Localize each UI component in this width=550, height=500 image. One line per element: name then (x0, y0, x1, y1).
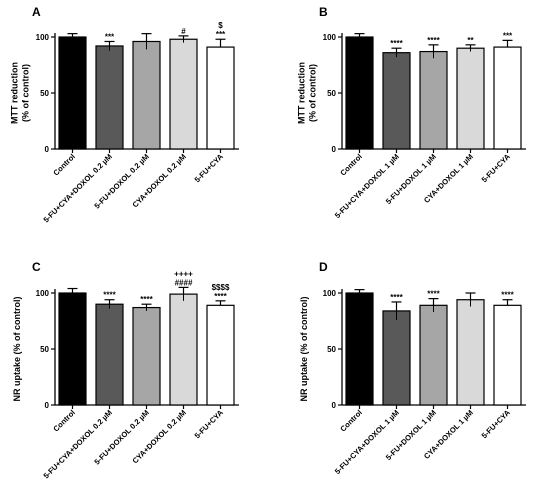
bar (169, 293, 198, 406)
y-tick-label: 50 (40, 345, 49, 354)
panel-label: A (32, 5, 41, 19)
significance-marker: # (181, 27, 186, 36)
bar (419, 304, 448, 406)
y-axis-label: NR uptake (% of control) (12, 296, 22, 401)
category-label: Control (338, 152, 363, 177)
category-label: 5-FU+CYA+DOXOL 1 µM (333, 408, 401, 476)
y-axis-label: (% of control) (308, 64, 318, 122)
significance-marker: $ (218, 21, 223, 30)
category-label: 5-FU+CYA+DOXOL 0.2 µM (41, 152, 113, 224)
category-label: 5-FU+CYA (193, 408, 226, 441)
category-label: Control (338, 408, 363, 433)
significance-marker: *** (105, 32, 115, 41)
significance-marker: **** (390, 293, 403, 302)
category-label: 5-FU+CYA (480, 152, 513, 185)
category-label: 5-FU+CYA+DOXOL 0.2 µM (41, 408, 113, 480)
bar (132, 40, 161, 150)
y-axis-label: MTT reduction (10, 62, 20, 124)
bar (345, 292, 374, 406)
bar (58, 36, 87, 150)
bar (345, 36, 374, 150)
significance-marker: **** (390, 39, 403, 48)
category-label: Control (51, 152, 76, 177)
bar (493, 304, 522, 406)
bar (95, 303, 124, 406)
significance-marker: *** (503, 31, 513, 40)
bar (456, 47, 485, 150)
significance-marker: $$$$ (212, 283, 230, 292)
significance-marker: #### (175, 278, 193, 287)
panel-label: D (319, 260, 328, 274)
significance-marker: **** (103, 291, 116, 300)
bar (456, 299, 485, 406)
bar (58, 292, 87, 406)
category-label: 5-FU+CYA (193, 152, 226, 185)
y-tick-label: 100 (36, 289, 50, 298)
y-axis-label: NR uptake (% of control) (299, 296, 309, 401)
y-tick-label: 0 (45, 145, 50, 154)
significance-marker: ++++ (174, 269, 193, 278)
significance-marker: **** (427, 290, 440, 299)
y-tick-label: 100 (323, 33, 337, 42)
significance-marker: **** (427, 36, 440, 45)
bar (206, 46, 235, 150)
panel-label: B (319, 5, 328, 19)
significance-marker: ** (467, 36, 474, 45)
y-tick-label: 0 (332, 145, 337, 154)
category-label: Control (51, 408, 76, 433)
y-tick-label: 0 (45, 401, 50, 410)
significance-marker: **** (140, 295, 153, 304)
bar (206, 304, 235, 406)
bar (95, 45, 124, 150)
y-tick-label: 100 (323, 289, 337, 298)
bar (382, 310, 411, 406)
category-label: 5-FU+CYA (480, 408, 513, 441)
category-label: 5-FU+CYA+DOXOL 1 µM (333, 152, 401, 220)
bar (169, 38, 198, 150)
y-axis-label: (% of control) (21, 64, 31, 122)
y-axis-label: MTT reduction (297, 62, 307, 124)
significance-marker: **** (501, 291, 514, 300)
bar (493, 46, 522, 150)
bar (132, 306, 161, 406)
significance-marker: *** (216, 30, 226, 39)
y-tick-label: 0 (332, 401, 337, 410)
bar (382, 52, 411, 150)
y-tick-label: 50 (327, 89, 336, 98)
y-tick-label: 50 (40, 89, 49, 98)
significance-marker: **** (214, 292, 227, 301)
y-tick-label: 100 (36, 33, 50, 42)
y-tick-label: 50 (327, 345, 336, 354)
panel-label: C (32, 260, 41, 274)
bar (419, 50, 448, 150)
